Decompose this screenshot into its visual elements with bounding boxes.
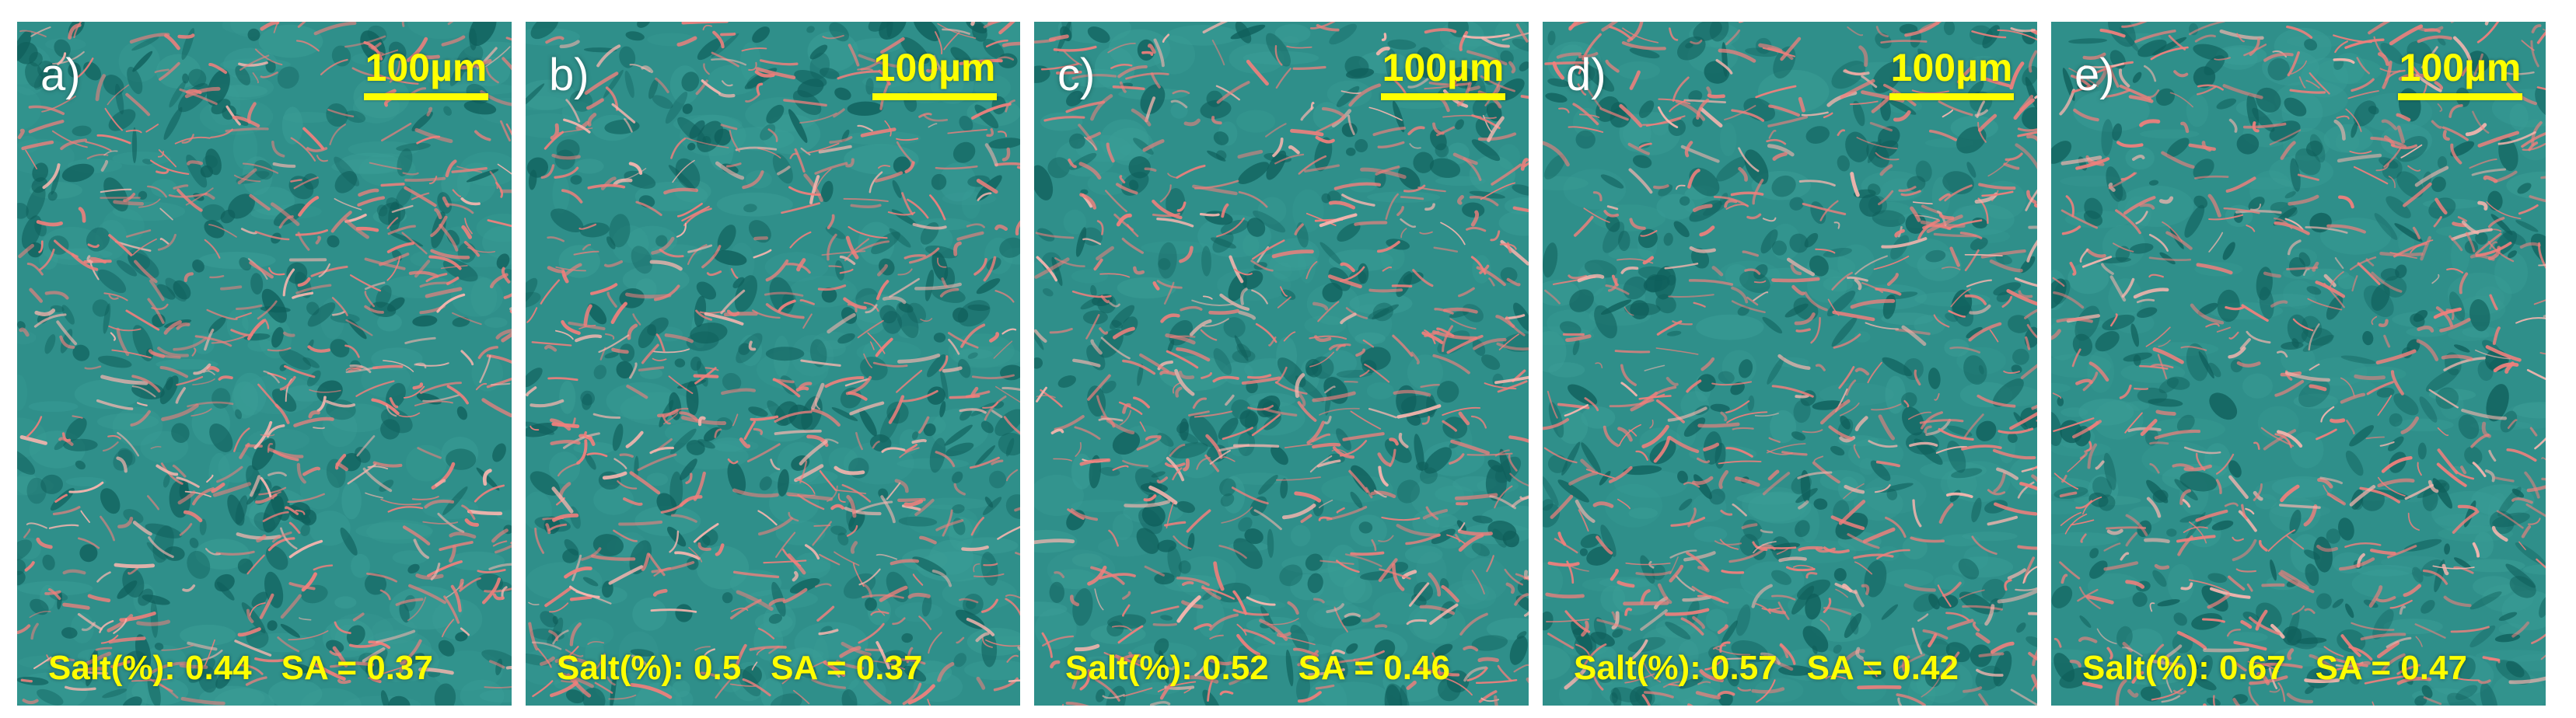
panel-divider	[2044, 22, 2049, 706]
salt-value: Salt(%): 0.5	[557, 649, 742, 687]
sem-texture	[17, 22, 512, 706]
sa-value: SA = 0.46	[1298, 649, 1450, 687]
sem-texture	[1034, 22, 1529, 706]
scale-bar-line	[872, 93, 997, 100]
panel-letter: c)	[1057, 50, 1096, 100]
scale-bar: 100µm	[1889, 48, 2014, 100]
scale-bar: 100µm	[1381, 48, 1505, 100]
micrograph-panel-b: b) 100µm Salt(%): 0.5 SA = 0.37	[526, 22, 1020, 706]
sem-texture	[526, 22, 1020, 706]
scale-bar-line	[364, 93, 488, 100]
panel-caption: Salt(%): 0.67 SA = 0.47	[2082, 651, 2467, 685]
panel-letter: e)	[2074, 50, 2115, 100]
panel-divider	[519, 22, 523, 706]
sa-value: SA = 0.47	[2315, 649, 2467, 687]
scale-bar-line	[2398, 93, 2522, 100]
sa-value: SA = 0.37	[771, 649, 923, 687]
scale-bar-line	[1381, 93, 1505, 100]
sem-texture	[1543, 22, 2037, 706]
sa-value: SA = 0.37	[281, 649, 433, 687]
scale-bar-label: 100µm	[365, 46, 488, 89]
panel-letter: b)	[549, 50, 589, 100]
panel-caption: Salt(%): 0.44 SA = 0.37	[48, 651, 433, 685]
scale-bar-label: 100µm	[2399, 46, 2522, 89]
salt-value: Salt(%): 0.52	[1065, 649, 1269, 687]
scale-bar-line	[1889, 93, 2014, 100]
panel-caption: Salt(%): 0.52 SA = 0.46	[1065, 651, 1450, 685]
sa-value: SA = 0.42	[1806, 649, 1959, 687]
panel-divider	[1536, 22, 1540, 706]
scale-bar: 100µm	[364, 48, 488, 100]
scale-bar: 100µm	[2398, 48, 2522, 100]
micrograph-panel-d: d) 100µm Salt(%): 0.57 SA = 0.42	[1543, 22, 2037, 706]
salt-value: Salt(%): 0.67	[2082, 649, 2286, 687]
panel-letter: a)	[40, 50, 81, 100]
scale-bar-label: 100µm	[1382, 46, 1505, 89]
micrograph-panel-e: e) 100µm Salt(%): 0.67 SA = 0.47	[2051, 22, 2546, 706]
panel-caption: Salt(%): 0.57 SA = 0.42	[1574, 651, 1959, 685]
sem-texture	[2051, 22, 2546, 706]
panel-divider	[1027, 22, 1032, 706]
salt-value: Salt(%): 0.57	[1574, 649, 1777, 687]
panel-letter: d)	[1566, 50, 1606, 100]
scale-bar-label: 100µm	[1890, 46, 2013, 89]
micrograph-panel-a: a) 100µm Salt(%): 0.44 SA = 0.37	[17, 22, 512, 706]
micrograph-panel-c: c) 100µm Salt(%): 0.52 SA = 0.46	[1034, 22, 1529, 706]
scale-bar: 100µm	[872, 48, 997, 100]
salt-value: Salt(%): 0.44	[48, 649, 252, 687]
panel-caption: Salt(%): 0.5 SA = 0.37	[557, 651, 922, 685]
scale-bar-label: 100µm	[873, 46, 996, 89]
